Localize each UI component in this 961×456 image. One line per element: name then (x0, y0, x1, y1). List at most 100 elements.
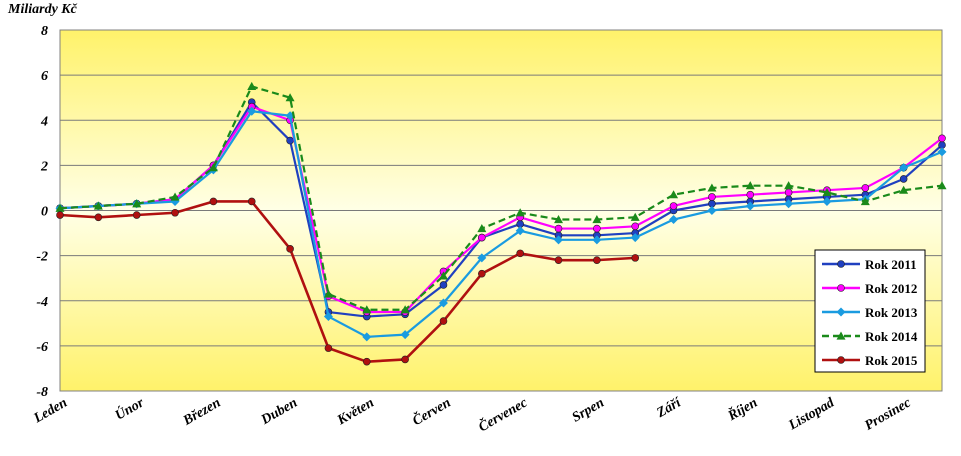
data-point (515, 226, 525, 236)
data-point (362, 357, 371, 366)
data-point (707, 206, 717, 215)
data-point (784, 199, 794, 209)
data-point (630, 233, 640, 243)
series-line (59, 85, 943, 311)
y-tick-label: -4 (36, 295, 48, 310)
data-point (746, 190, 755, 199)
data-point (899, 163, 909, 173)
data-point (937, 181, 947, 190)
data-point (439, 317, 448, 325)
grid-lines (60, 74, 942, 347)
data-point (94, 213, 103, 222)
data-point (836, 307, 846, 317)
y-axis-title: Miliardy Kč (7, 2, 78, 17)
x-tick-labels: Leden Únor Březen Duben Květen Červen Červenec… (31, 393, 915, 435)
series-rok-2014 (55, 81, 947, 314)
data-point (837, 260, 845, 268)
x-tick-label: Leden (31, 395, 71, 426)
data-point (822, 187, 832, 197)
y-tick-label: -8 (36, 385, 48, 400)
data-point (836, 331, 846, 340)
data-point (247, 106, 257, 116)
data-point (669, 202, 678, 210)
data-point (707, 183, 717, 192)
data-point (708, 193, 716, 201)
x-tick-label: Říjen (724, 394, 760, 425)
data-point (477, 253, 487, 263)
legend-label: Rok 2013 (865, 305, 918, 320)
legend-label: Rok 2014 (865, 329, 918, 344)
data-point (478, 269, 486, 278)
x-tick-label: Červen (409, 394, 453, 429)
x-tick-label: Srpen (570, 395, 607, 425)
data-point (515, 208, 525, 217)
data-point (400, 330, 410, 340)
x-tick-label: Březen (180, 395, 224, 429)
data-point (860, 196, 870, 206)
data-point (784, 181, 794, 190)
data-point (554, 215, 564, 224)
legend-label: Rok 2015 (865, 353, 918, 368)
data-point (323, 312, 333, 322)
data-point (286, 136, 294, 145)
y-tick-label: -6 (36, 340, 48, 355)
data-point (438, 298, 448, 308)
data-point (630, 212, 640, 221)
data-point (209, 197, 218, 206)
data-point (822, 196, 832, 206)
y-tick-label: 4 (40, 114, 48, 129)
data-point (132, 199, 142, 208)
data-point (745, 181, 755, 190)
data-point (56, 211, 64, 219)
data-point (439, 281, 448, 289)
data-point (170, 192, 180, 201)
data-point (938, 134, 946, 143)
data-point (554, 224, 563, 233)
series-line (59, 200, 636, 363)
data-point (592, 215, 602, 224)
data-point (55, 203, 65, 212)
series-line (59, 105, 943, 314)
data-point (937, 147, 947, 157)
series-rok-2015 (56, 197, 640, 366)
data-point (837, 284, 845, 292)
y-tick-label: 6 (41, 69, 48, 84)
data-point (247, 81, 257, 91)
data-point (93, 201, 103, 210)
data-point (593, 256, 601, 264)
legend: Rok 2011 Rok 2012 Rok 2013 Rok 2014 Rok 2015 (814, 249, 926, 373)
data-point (669, 215, 679, 225)
y-tick-label: 8 (41, 24, 48, 39)
x-tick-label: Únor (112, 393, 147, 423)
legend-label: Rok 2012 (865, 281, 917, 296)
data-point (745, 201, 755, 211)
data-point (362, 305, 372, 314)
x-tick-label: Prosinec (862, 395, 914, 434)
data-point (362, 332, 372, 342)
x-tick-label: Duben (258, 395, 300, 428)
x-tick-label: Září (654, 395, 685, 421)
x-tick-label: Listopad (785, 395, 837, 434)
data-point (516, 249, 524, 258)
data-point (631, 254, 640, 262)
data-point (784, 188, 793, 197)
data-point (478, 233, 486, 242)
y-tick-labels: 8 6 4 2 0 -2 -4 -6 -8 (36, 24, 48, 400)
data-point (593, 224, 601, 233)
data-point (554, 235, 564, 245)
data-point (631, 222, 640, 231)
data-point (171, 208, 179, 217)
data-point (438, 271, 448, 280)
x-tick-label: Červenec (475, 393, 531, 435)
data-point (324, 344, 333, 352)
data-point (323, 289, 333, 298)
data-point (554, 256, 563, 264)
y-tick-label: 0 (41, 205, 48, 220)
x-tick-label: Květen (334, 395, 377, 428)
data-point (899, 185, 909, 194)
y-tick-label: -2 (36, 250, 48, 265)
legend-label: Rok 2011 (865, 257, 917, 272)
data-point (132, 211, 141, 219)
data-point (285, 93, 295, 102)
